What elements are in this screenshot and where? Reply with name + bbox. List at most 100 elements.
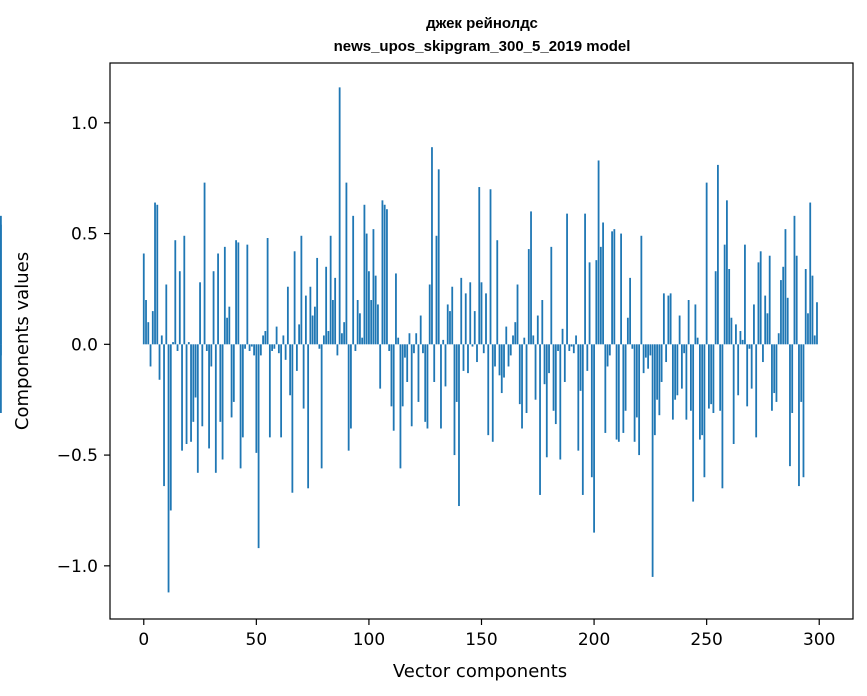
bar-244 (692, 344, 695, 502)
bar-231 (662, 293, 665, 345)
bar-5 (154, 202, 156, 345)
bar-149 (478, 187, 481, 345)
bar-218 (633, 344, 636, 442)
bar-238 (678, 315, 681, 345)
bar-280 (773, 344, 776, 394)
bar-112 (395, 273, 397, 345)
bar-45 (244, 344, 246, 349)
bar-274 (759, 251, 762, 345)
bar-256 (719, 344, 722, 411)
bar-226 (651, 344, 654, 577)
bar-113 (397, 337, 400, 345)
x-tick-label: 150 (465, 630, 497, 650)
bar-37 (226, 317, 228, 345)
bar-211 (617, 344, 620, 442)
bar-214 (624, 344, 627, 411)
bar-272 (755, 344, 758, 438)
bar-222 (642, 344, 645, 374)
bar-282 (777, 333, 780, 345)
bar-90 (345, 182, 348, 345)
bar-177 (541, 300, 544, 345)
bar-155 (491, 344, 494, 442)
bar-257 (721, 344, 724, 489)
bar-147 (473, 311, 476, 345)
bar-203 (599, 246, 602, 345)
bar-0 (142, 253, 145, 345)
bar-120 (413, 344, 415, 354)
bar-69 (298, 324, 301, 345)
bar-108 (386, 209, 388, 345)
bar-169 (523, 337, 526, 345)
bar-165 (514, 322, 517, 345)
bar-4 (151, 311, 154, 345)
bar-84 (332, 300, 334, 345)
bar-285 (784, 229, 787, 345)
bar-17 (181, 344, 183, 451)
bar-127 (428, 284, 431, 345)
bar-196 (584, 213, 586, 345)
bar-176 (539, 344, 541, 495)
bar-228 (656, 344, 659, 400)
bar-201 (595, 260, 598, 345)
bar-163 (509, 344, 512, 356)
bar-62 (282, 335, 285, 345)
bar-134 (444, 344, 447, 387)
bar-109 (388, 344, 391, 351)
bar-178 (543, 344, 546, 385)
bar-172 (530, 211, 532, 345)
bar-52 (259, 344, 262, 356)
bar-233 (667, 295, 670, 345)
bar-230 (660, 344, 663, 382)
bar-126 (426, 344, 429, 429)
bar-190 (570, 344, 573, 347)
bar-87 (338, 87, 341, 345)
bar-31 (212, 271, 215, 345)
bar-159 (500, 344, 503, 394)
bar-180 (548, 344, 550, 374)
bar-102 (372, 229, 375, 345)
bar-54 (264, 331, 267, 345)
bar-63 (284, 344, 287, 360)
bar-198 (588, 262, 591, 345)
bar-260 (728, 269, 731, 345)
bar-234 (669, 293, 672, 345)
bar-132 (440, 344, 442, 429)
bar-85 (334, 277, 337, 345)
bar-197 (586, 344, 589, 371)
bar-41 (235, 240, 237, 345)
bar-278 (768, 255, 771, 345)
bar-261 (730, 317, 733, 345)
bar-50 (255, 344, 258, 453)
bar-215 (626, 317, 629, 345)
bar-46 (246, 244, 249, 345)
bar-59 (275, 326, 278, 345)
bar-208 (611, 231, 613, 345)
bar-209 (613, 229, 616, 345)
bar-175 (536, 315, 539, 345)
bar-236 (674, 344, 677, 400)
bar-43 (239, 344, 242, 469)
bar-194 (579, 344, 582, 391)
bar-70 (300, 235, 303, 345)
bar-135 (446, 304, 449, 345)
bar-247 (699, 344, 701, 440)
x-axis-label: Vector components (393, 661, 567, 682)
bar-7 (158, 344, 161, 380)
bar-293 (802, 344, 805, 478)
bar-223 (644, 344, 647, 358)
plot-frame (109, 62, 854, 620)
bar-75 (311, 315, 314, 345)
bar-183 (554, 344, 557, 425)
bar-77 (316, 257, 319, 345)
bar-122 (417, 344, 420, 402)
bar-143 (464, 293, 467, 345)
bar-130 (435, 235, 438, 345)
bar-undefined (0, 344, 2, 413)
bar-273 (757, 262, 760, 345)
bar-13 (172, 342, 174, 345)
x-tick-label: 200 (578, 630, 610, 650)
bar-80 (322, 335, 325, 345)
bar-141 (460, 277, 463, 345)
bar-56 (268, 344, 271, 438)
